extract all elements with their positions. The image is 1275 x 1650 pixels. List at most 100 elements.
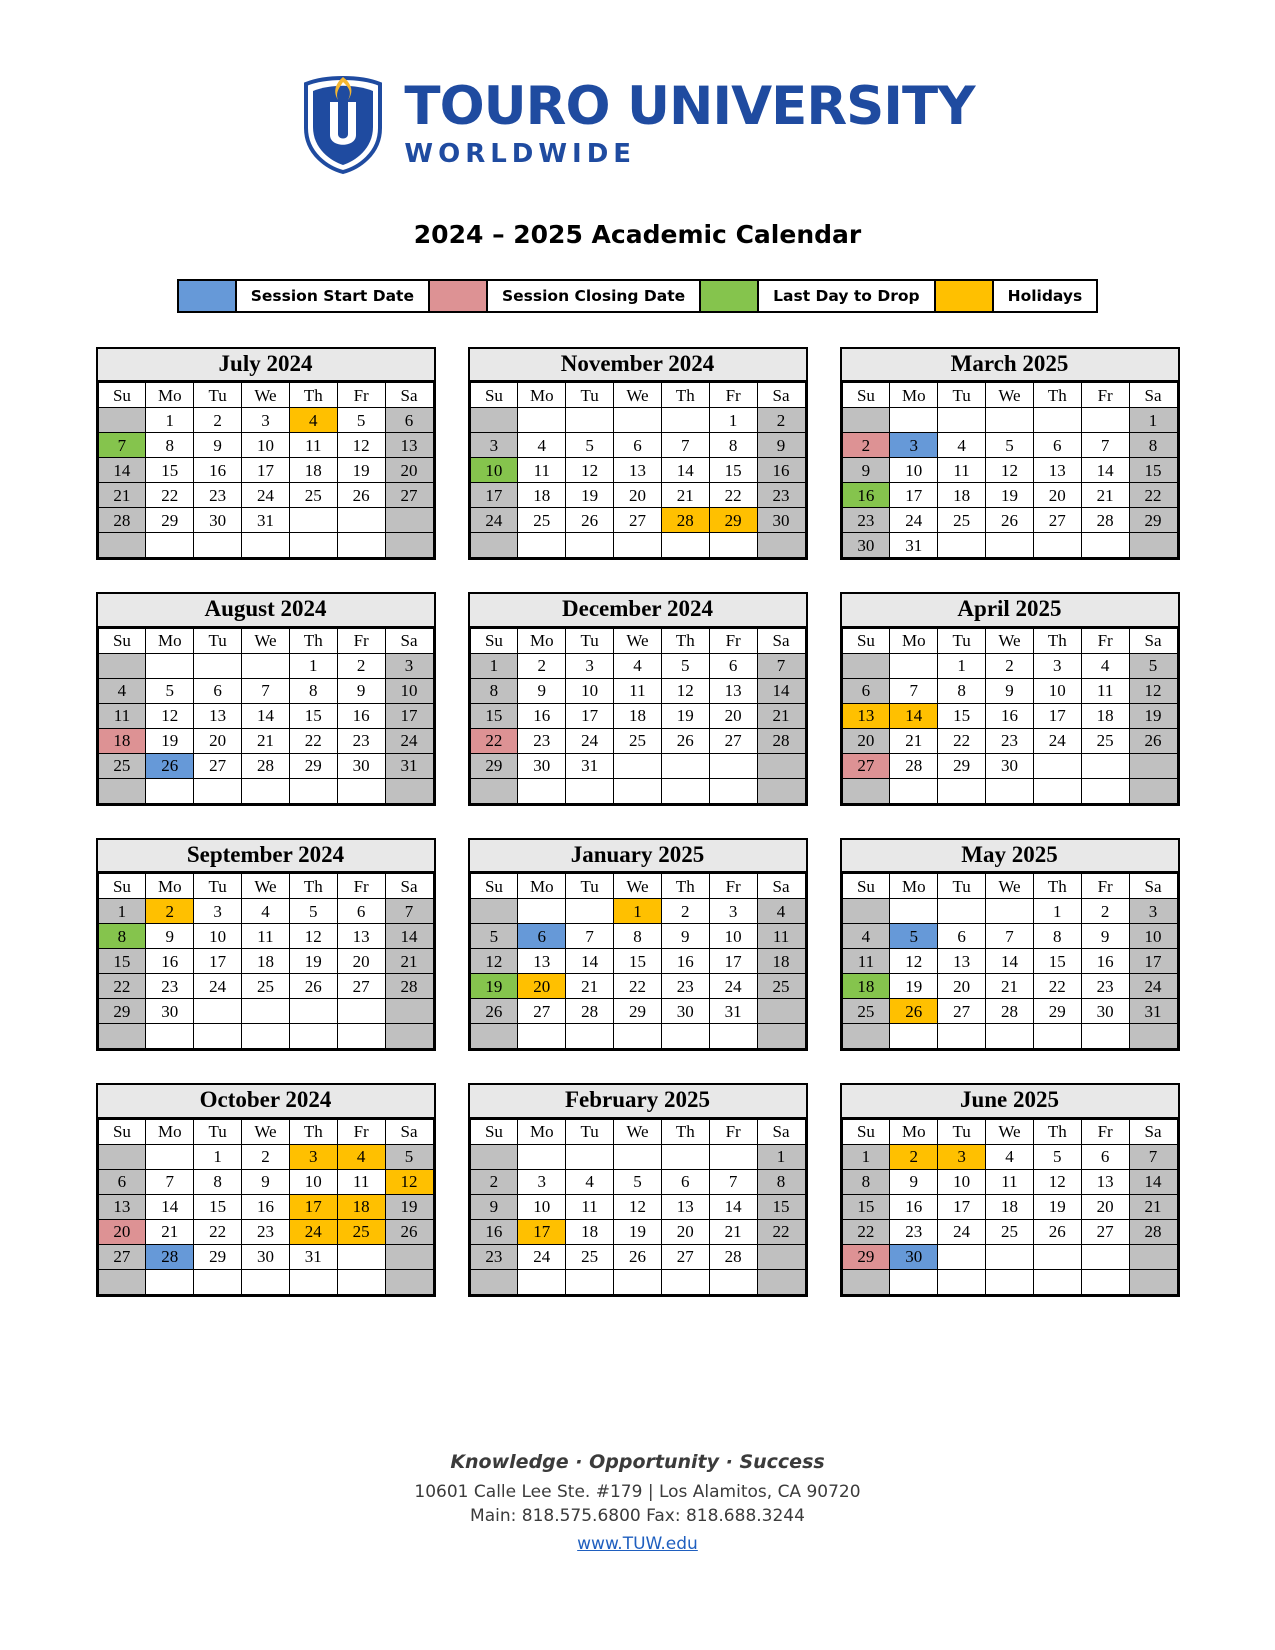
weekday-header-tu: Tu <box>193 873 243 900</box>
week-row: 10 11 12 13 14 15 16 <box>469 457 806 484</box>
week-row <box>841 777 1178 804</box>
weekday-header-tu: Tu <box>565 873 615 900</box>
day-cell-empty <box>565 1143 615 1170</box>
weekday-header-sa: Sa <box>1128 873 1178 900</box>
day-cell: 9 <box>241 1168 290 1195</box>
day-cell-empty <box>1128 532 1178 559</box>
day-cell: 24 <box>384 727 434 754</box>
day-cell-empty <box>97 777 147 804</box>
day-cell: 26 <box>145 752 195 779</box>
weekday-header-row: Su Mo Tu We Th Fr Sa <box>841 627 1178 654</box>
day-cell-empty <box>613 407 662 434</box>
weekday-header-su: Su <box>469 382 519 409</box>
day-cell: 27 <box>660 1243 710 1270</box>
weekday-header-row: Su Mo Tu We Th Fr Sa <box>841 873 1178 900</box>
weekday-header-fr: Fr <box>1080 627 1130 654</box>
day-cell: 23 <box>145 973 195 1000</box>
day-cell: 17 <box>469 482 519 509</box>
day-cell: 18 <box>841 973 891 1000</box>
day-cell: 30 <box>756 507 806 534</box>
day-cell: 3 <box>565 652 615 679</box>
day-cell: 15 <box>841 1193 891 1220</box>
day-cell: 30 <box>889 1243 939 1270</box>
day-cell: 28 <box>1080 507 1130 534</box>
day-cell: 12 <box>288 923 338 950</box>
day-cell: 30 <box>241 1243 290 1270</box>
day-cell: 25 <box>97 752 147 779</box>
legend-swatch-1 <box>427 281 488 311</box>
day-cell: 2 <box>469 1168 519 1195</box>
day-cell-empty <box>517 898 567 925</box>
weekday-header-mo: Mo <box>889 382 939 409</box>
week-row: 1 <box>469 1143 806 1170</box>
footer-website-link[interactable]: www.TUW.edu <box>577 1534 698 1554</box>
day-cell: 21 <box>660 482 710 509</box>
day-cell: 15 <box>1128 457 1178 484</box>
day-cell-empty <box>145 1023 195 1050</box>
day-cell: 27 <box>708 727 758 754</box>
day-cell: 26 <box>565 507 615 534</box>
day-cell: 25 <box>756 973 806 1000</box>
week-row <box>97 532 434 559</box>
day-cell: 15 <box>97 948 147 975</box>
day-cell-empty <box>517 407 567 434</box>
week-row: 15 16 17 18 19 20 21 <box>469 702 806 729</box>
weekday-header-tu: Tu <box>937 1118 987 1145</box>
weekday-header-sa: Sa <box>756 627 806 654</box>
day-cell: 13 <box>708 677 758 704</box>
day-cell: 6 <box>336 898 386 925</box>
weekday-header-row: Su Mo Tu We Th Fr Sa <box>97 1118 434 1145</box>
calendar-grid: July 2024 Su Mo Tu We Th Fr Sa 1 2 3 4 5 6 7 8 9 10 11 12 13… <box>95 347 1180 1297</box>
weekday-header-th: Th <box>660 1118 710 1145</box>
day-cell: 3 <box>193 898 243 925</box>
day-cell-empty <box>288 1268 338 1295</box>
day-cell: 26 <box>985 507 1034 534</box>
day-cell-empty <box>336 507 386 534</box>
day-cell: 28 <box>660 507 710 534</box>
day-cell: 12 <box>384 1168 434 1195</box>
day-cell: 2 <box>660 898 710 925</box>
day-cell: 29 <box>708 507 758 534</box>
day-cell: 30 <box>517 752 567 779</box>
day-cell: 13 <box>517 948 567 975</box>
month-card: January 2025 Su Mo Tu We Th Fr Sa 1 2 3 4 5 6 7 8 9 10 11 1… <box>467 837 808 1052</box>
day-cell: 13 <box>1080 1168 1130 1195</box>
week-row: 18 19 20 21 22 23 24 <box>841 973 1178 1000</box>
day-cell: 19 <box>384 1193 434 1220</box>
month-table: Su Mo Tu We Th Fr Sa 1 2 3 4 5 6 7 8 9 10 11 12 13 14 15 16 17 1… <box>841 627 1178 804</box>
week-row: 15 16 17 18 19 20 21 <box>841 1193 1178 1220</box>
day-cell: 12 <box>565 457 615 484</box>
week-row: 15 16 17 18 19 20 21 <box>97 948 434 975</box>
day-cell: 2 <box>889 1143 939 1170</box>
weekday-header-we: We <box>985 382 1034 409</box>
day-cell: 22 <box>708 482 758 509</box>
month-table: Su Mo Tu We Th Fr Sa 1 2 3 4 5 6 7 8 9 10 11 12 13 14 15 16 17 1… <box>97 873 434 1050</box>
day-cell: 27 <box>193 752 243 779</box>
day-cell: 8 <box>1128 432 1178 459</box>
day-cell: 31 <box>889 532 939 559</box>
week-row: 21 22 23 24 25 26 27 <box>97 482 434 509</box>
day-cell: 17 <box>384 702 434 729</box>
weekday-header-row: Su Mo Tu We Th Fr Sa <box>97 382 434 409</box>
weekday-header-fr: Fr <box>708 382 758 409</box>
month-table: Su Mo Tu We Th Fr Sa 1 2 3 4 5 6 7 8 9 10 11 12 13 14 15 16 17 1… <box>97 627 434 804</box>
weekday-header-su: Su <box>469 1118 519 1145</box>
day-cell-empty <box>193 652 243 679</box>
week-row: 28 29 30 31 <box>97 507 434 534</box>
day-cell: 4 <box>1080 652 1130 679</box>
day-cell: 17 <box>288 1193 338 1220</box>
week-row: 29 30 <box>841 1243 1178 1270</box>
day-cell: 22 <box>1128 482 1178 509</box>
day-cell-empty <box>613 532 662 559</box>
weekday-header-su: Su <box>97 382 147 409</box>
footer-address: 10601 Calle Lee Ste. #179 | Los Alamitos… <box>414 1481 861 1502</box>
day-cell: 22 <box>613 973 662 1000</box>
day-cell: 11 <box>756 923 806 950</box>
day-cell-empty <box>384 507 434 534</box>
weekday-header-sa: Sa <box>384 873 434 900</box>
day-cell: 31 <box>241 507 290 534</box>
weekday-header-we: We <box>613 627 662 654</box>
day-cell-empty <box>565 777 615 804</box>
day-cell-empty <box>1032 752 1082 779</box>
weekday-header-we: We <box>241 1118 290 1145</box>
